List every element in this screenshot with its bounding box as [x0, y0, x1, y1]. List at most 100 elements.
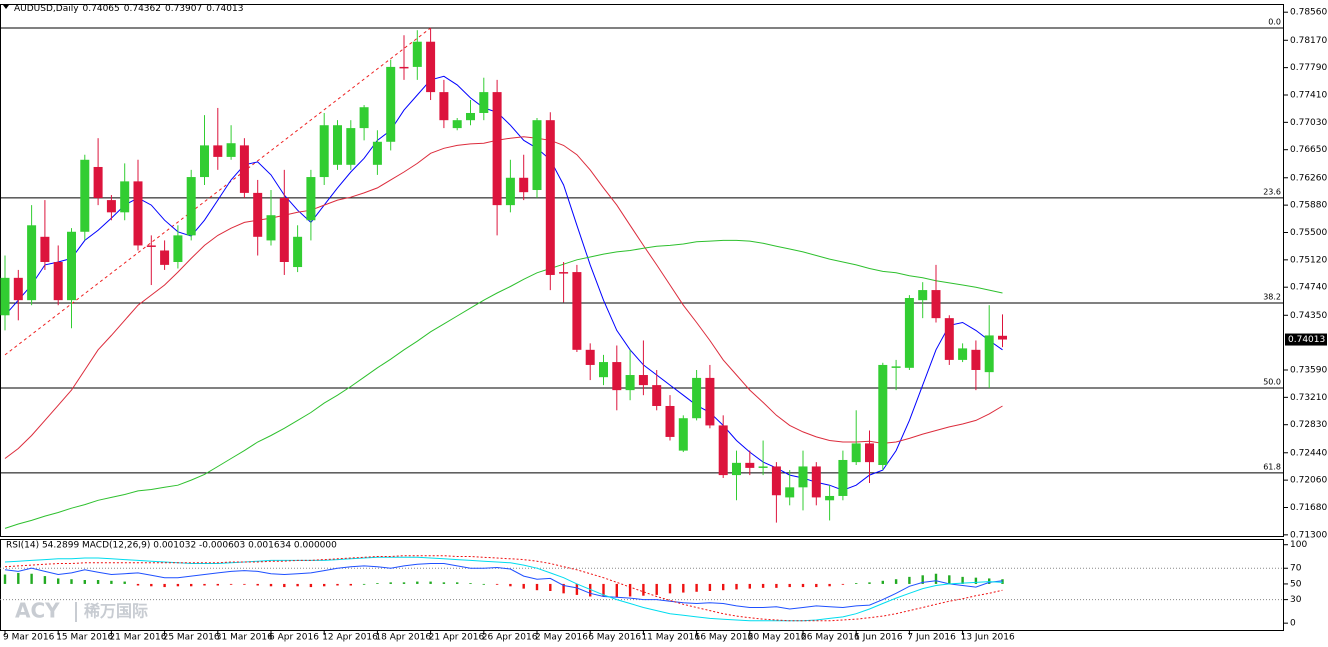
y-tick-label: 0.72440	[1290, 448, 1327, 458]
ohlc-open: 0.74065	[83, 4, 120, 14]
candle-body	[505, 177, 515, 206]
x-tick-label: 16 May 2016	[695, 633, 754, 643]
candle-body	[532, 120, 542, 191]
candle-body	[891, 366, 901, 368]
histogram-bar	[30, 573, 33, 584]
histogram-bar	[575, 583, 579, 595]
histogram-bar	[269, 583, 273, 587]
menu-icon[interactable]	[3, 5, 9, 9]
candle-body	[545, 120, 555, 275]
candle-body	[625, 375, 635, 391]
indicator-line	[4, 555, 1003, 622]
histogram-bar	[323, 583, 326, 587]
ohlc-close: 0.74013	[206, 4, 243, 14]
x-tick-label: 13 Jun 2016	[961, 633, 1015, 643]
histogram-bar	[110, 580, 113, 584]
y-tick-label: 0.74350	[1290, 311, 1327, 321]
candle-body	[652, 385, 662, 406]
histogram-bar	[881, 580, 884, 584]
fib-label: 23.6	[1263, 187, 1281, 196]
candle-body	[904, 297, 914, 368]
candle-body	[599, 362, 608, 378]
histogram-bar	[934, 573, 938, 584]
candle-body	[253, 192, 263, 237]
x-tick-label: 26 Apr 2016	[482, 633, 538, 643]
x-tick-label: 7 Jun 2016	[907, 633, 956, 643]
candle-body	[732, 462, 741, 476]
indicator-line	[4, 556, 1003, 622]
candle-body	[386, 66, 396, 142]
price-marker	[1285, 333, 1327, 346]
y-tick-label: 70	[1290, 564, 1302, 574]
histogram-bar	[761, 583, 765, 588]
moving-average	[4, 239, 1003, 529]
x-tick-label: 11 May 2016	[641, 633, 700, 643]
histogram-bar	[296, 583, 299, 587]
candle-body	[851, 443, 861, 463]
candle-body	[572, 272, 582, 350]
candle-body	[692, 377, 702, 419]
candle-body	[426, 41, 436, 93]
y-tick-label: 0.74740	[1290, 283, 1327, 293]
histogram-bar	[416, 581, 419, 584]
moving-average	[4, 136, 1003, 459]
x-tick-label: 18 Apr 2016	[375, 633, 431, 643]
candle-body	[93, 166, 103, 198]
y-tick-label: 0.77790	[1290, 63, 1327, 73]
histogram-bar	[243, 583, 246, 585]
candle-body	[53, 262, 63, 301]
candle-body	[931, 290, 941, 319]
histogram-bar	[655, 583, 658, 595]
y-tick-label: 50	[1290, 579, 1302, 589]
candle-body	[0, 277, 10, 316]
histogram-bar	[336, 583, 339, 586]
histogram-bar	[402, 582, 406, 584]
histogram-bar	[589, 583, 592, 597]
candle-body	[319, 125, 329, 178]
y-tick-label: 0.72060	[1290, 476, 1327, 486]
candle-body	[13, 277, 23, 301]
candle-body	[918, 290, 928, 301]
candle-body	[665, 405, 675, 437]
histogram-bar	[668, 583, 672, 594]
y-tick-label: 0.71300	[1290, 530, 1327, 540]
histogram-bar	[855, 583, 858, 584]
candle-body	[333, 125, 342, 165]
histogram-bar	[921, 575, 924, 584]
histogram-bar	[389, 582, 392, 584]
histogram-bar	[43, 576, 47, 584]
histogram-bar	[229, 583, 233, 585]
histogram-bar	[429, 581, 432, 584]
candle-body	[452, 120, 462, 129]
candle-body	[160, 250, 170, 265]
candle-body	[811, 466, 821, 498]
x-tick-label: 2 May 2016	[535, 633, 588, 643]
histogram-bar	[894, 579, 898, 584]
watermark-text: 稀万国际	[84, 602, 148, 621]
chart-title: AUDUSD,Daily	[14, 4, 79, 14]
histogram-bar	[841, 583, 845, 585]
candle-body	[399, 66, 409, 69]
histogram-bar	[283, 583, 286, 588]
ohlc-high: 0.74362	[124, 4, 161, 14]
candle-body	[120, 181, 130, 213]
candle-body	[67, 231, 76, 301]
candle-body	[758, 466, 768, 468]
y-tick-label: 0.76260	[1290, 173, 1327, 183]
candle-body	[186, 177, 196, 236]
histogram-bar	[735, 583, 738, 590]
y-tick-label: 0.73210	[1290, 393, 1327, 403]
histogram-bar	[801, 583, 805, 588]
x-tick-label: 12 Apr 2016	[322, 633, 378, 643]
y-tick-label: 0.72830	[1290, 420, 1327, 430]
candle-body	[293, 236, 303, 268]
indicator-frame	[0, 539, 1284, 631]
y-tick-label: 100	[1290, 540, 1307, 550]
candle-body	[638, 375, 648, 386]
candle-body	[439, 92, 449, 121]
candle-body	[27, 225, 37, 301]
y-tick-label: 0.71680	[1290, 503, 1327, 513]
candle-body	[519, 177, 529, 193]
y-tick-label: 0.77410	[1290, 90, 1327, 100]
